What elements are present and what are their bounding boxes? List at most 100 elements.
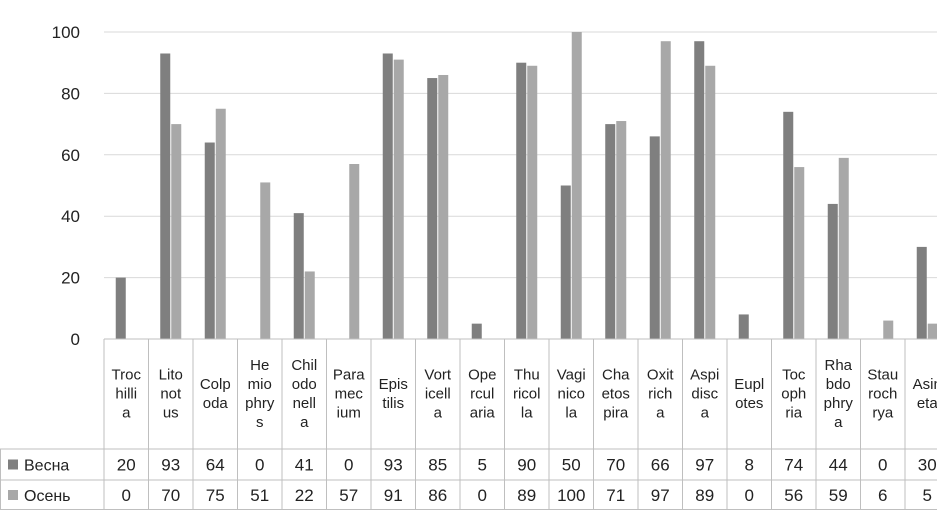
- bar-spring: [827, 203, 838, 339]
- data-label: 0: [878, 456, 887, 475]
- category-label: a: [300, 414, 309, 431]
- data-label: 0: [745, 486, 754, 505]
- category-label: Oxit: [647, 367, 675, 384]
- data-label: 0: [255, 456, 264, 475]
- data-label: 70: [606, 456, 625, 475]
- category-label: Chil: [291, 357, 317, 374]
- y-tick-label: 40: [61, 207, 80, 226]
- data-label: 5: [923, 486, 932, 505]
- data-label: 71: [606, 486, 625, 505]
- category-label: mio: [248, 376, 272, 393]
- category-label: la: [565, 405, 577, 422]
- y-tick-label: 0: [71, 330, 80, 349]
- category-label: odo: [292, 376, 317, 393]
- category-label: a: [434, 405, 443, 422]
- category-label: tilis: [382, 395, 404, 412]
- data-label: 30: [918, 456, 937, 475]
- category-label: Vort: [424, 367, 452, 384]
- data-label: 93: [161, 456, 180, 475]
- data-label: 97: [695, 456, 714, 475]
- category-label: Rha: [824, 357, 852, 374]
- category-label: oda: [203, 395, 229, 412]
- bar-autumn: [660, 41, 671, 340]
- category-label: hilli: [115, 386, 137, 403]
- category-label: aria: [470, 405, 496, 422]
- data-label: 41: [295, 456, 314, 475]
- bar-autumn: [438, 74, 449, 339]
- bar-spring: [605, 124, 616, 339]
- legend-key: [8, 459, 18, 470]
- category-label: a: [834, 414, 843, 431]
- legend-label: Весна: [24, 458, 69, 475]
- category-label: rya: [872, 405, 893, 422]
- bar-autumn: [171, 124, 182, 339]
- bar-autumn: [794, 167, 805, 339]
- category-label: Toc: [782, 367, 806, 384]
- data-label: 100: [557, 486, 585, 505]
- category-label: Aspi: [690, 367, 719, 384]
- category-label: Ope: [468, 367, 496, 384]
- category-label: Cha: [602, 367, 630, 384]
- category-label: phry: [824, 395, 854, 412]
- bar-autumn: [349, 164, 360, 339]
- bar-spring: [160, 53, 171, 340]
- data-label: 66: [651, 456, 670, 475]
- legend-key: [8, 490, 18, 500]
- category-label: Colp: [200, 376, 231, 393]
- data-label: 5: [478, 456, 487, 475]
- category-label: icell: [425, 386, 451, 403]
- data-label: 64: [206, 456, 225, 475]
- category-label: etos: [602, 386, 630, 403]
- legend-label: Осень: [24, 488, 71, 505]
- category-label: a: [701, 405, 710, 422]
- category-label: eta: [917, 395, 937, 412]
- data-label: 59: [829, 486, 848, 505]
- data-label: 0: [344, 456, 353, 475]
- category-label: rcul: [470, 386, 494, 403]
- data-label: 0: [478, 486, 487, 505]
- data-label: 56: [784, 486, 803, 505]
- data-label: 89: [517, 486, 536, 505]
- bar-spring: [382, 53, 393, 340]
- y-tick-label: 20: [61, 269, 80, 288]
- data-label: 91: [384, 486, 403, 505]
- category-label: mec: [335, 386, 364, 403]
- category-label: a: [122, 405, 131, 422]
- bar-spring: [738, 314, 749, 339]
- bar-spring: [783, 111, 794, 339]
- category-label: Eupl: [734, 376, 764, 393]
- bar-autumn: [393, 59, 404, 339]
- bar-spring: [516, 62, 527, 339]
- data-label: 74: [784, 456, 803, 475]
- data-label: 51: [250, 486, 269, 505]
- bar-autumn: [215, 108, 226, 339]
- data-label: 50: [562, 456, 581, 475]
- bar-spring: [916, 246, 927, 339]
- category-label: nell: [293, 395, 316, 412]
- category-label: a: [656, 405, 665, 422]
- category-label: s: [256, 414, 264, 431]
- category-label: Epis: [379, 376, 408, 393]
- bar-spring: [471, 323, 482, 339]
- bar-spring: [649, 136, 660, 339]
- data-label: 86: [428, 486, 447, 505]
- data-label: 20: [117, 456, 136, 475]
- data-label: 0: [122, 486, 131, 505]
- bar-autumn: [883, 320, 894, 339]
- category-label: ium: [337, 405, 361, 422]
- data-label: 90: [517, 456, 536, 475]
- category-label: Stau: [867, 367, 898, 384]
- bar-spring: [560, 185, 571, 339]
- data-label: 6: [878, 486, 887, 505]
- y-tick-label: 80: [61, 84, 80, 103]
- category-label: oph: [781, 386, 806, 403]
- data-label: 22: [295, 486, 314, 505]
- bar-autumn: [571, 32, 582, 339]
- y-tick-label: 60: [61, 146, 80, 165]
- data-label: 97: [651, 486, 670, 505]
- category-label: ria: [785, 405, 802, 422]
- category-label: ricol: [513, 386, 541, 403]
- category-label: nico: [557, 386, 585, 403]
